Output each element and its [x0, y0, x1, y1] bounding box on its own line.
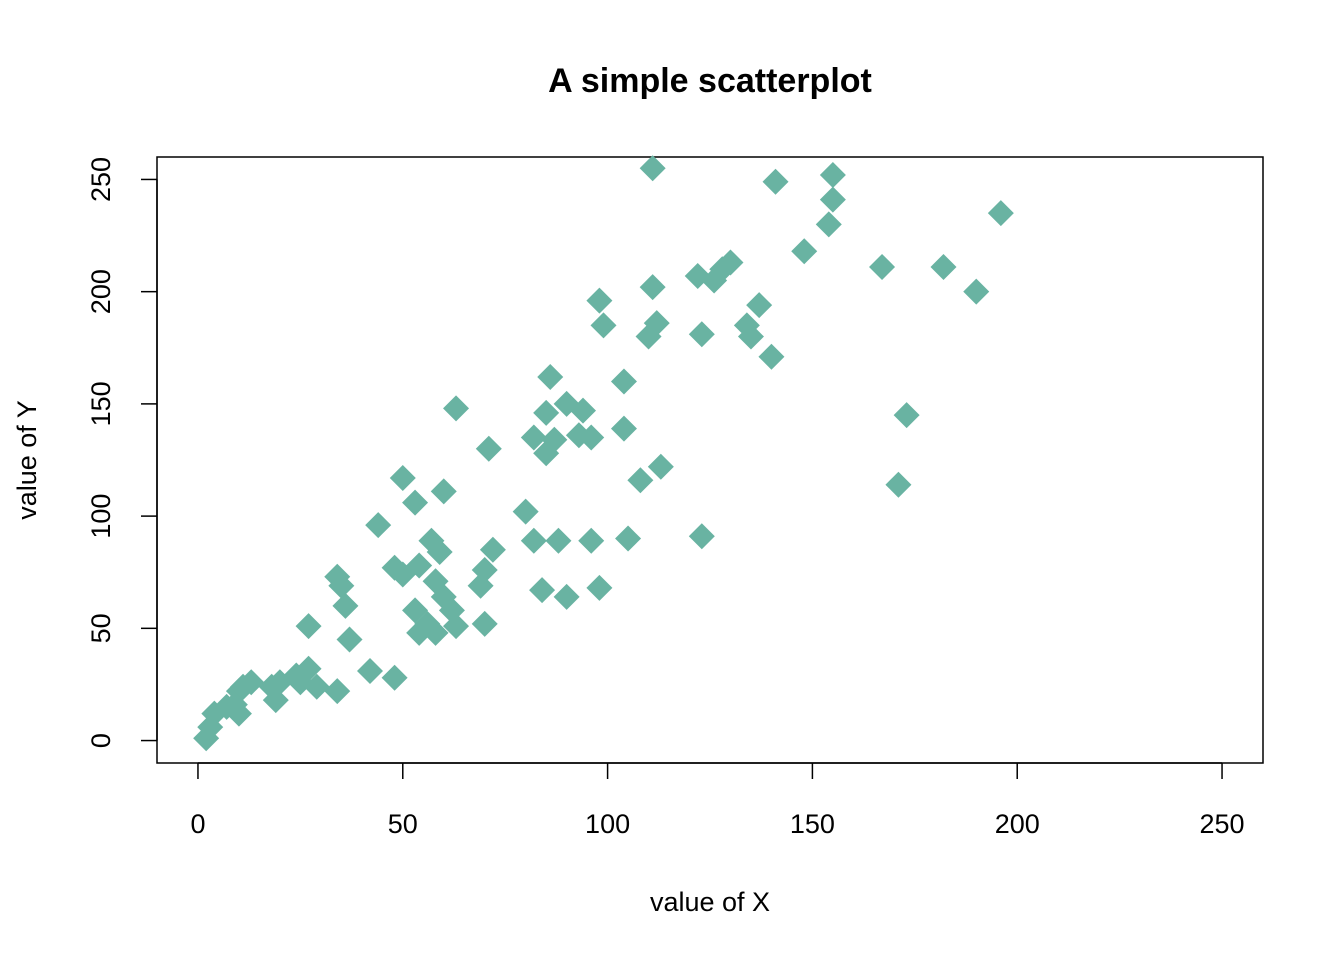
point	[471, 610, 498, 637]
point	[328, 572, 355, 599]
point	[819, 186, 846, 213]
point	[303, 673, 330, 700]
point	[336, 626, 363, 653]
y-tick-label: 200	[86, 269, 116, 314]
point	[402, 489, 429, 516]
point	[688, 321, 715, 348]
point	[324, 678, 351, 705]
point	[365, 512, 392, 539]
point	[357, 657, 384, 684]
point	[746, 292, 773, 319]
chart-title: A simple scatterplot	[548, 62, 872, 100]
point	[443, 395, 470, 422]
x-tick-label: 200	[995, 809, 1040, 839]
point	[426, 539, 453, 566]
y-tick-label: 0	[86, 733, 116, 748]
x-tick-label: 0	[190, 809, 205, 839]
point	[987, 200, 1014, 227]
point	[578, 527, 605, 554]
y-tick-label: 250	[86, 157, 116, 202]
point	[791, 238, 818, 265]
y-tick-label: 50	[86, 613, 116, 643]
point	[225, 700, 252, 727]
point	[639, 274, 666, 301]
point	[295, 613, 322, 640]
point	[762, 168, 789, 195]
point	[570, 397, 597, 424]
point	[647, 453, 674, 480]
point	[688, 523, 715, 550]
point	[819, 161, 846, 188]
point	[537, 363, 564, 390]
point	[885, 471, 912, 498]
point	[533, 399, 560, 426]
point	[381, 664, 408, 691]
point	[332, 592, 359, 619]
point	[635, 323, 662, 350]
point	[520, 527, 547, 554]
point	[406, 552, 433, 579]
point	[930, 253, 957, 280]
point	[639, 155, 666, 182]
y-tick-label: 150	[86, 381, 116, 426]
point	[529, 577, 556, 604]
point	[471, 556, 498, 583]
x-tick-label: 100	[585, 809, 630, 839]
point	[615, 525, 642, 552]
point	[553, 583, 580, 610]
x-tick-label: 50	[388, 809, 418, 839]
point	[610, 368, 637, 395]
point	[262, 687, 289, 714]
point	[610, 415, 637, 442]
point	[737, 323, 764, 350]
point	[545, 527, 572, 554]
point	[389, 464, 416, 491]
point	[430, 478, 457, 505]
point	[422, 619, 449, 646]
point	[815, 211, 842, 238]
point	[238, 669, 265, 696]
point	[586, 574, 613, 601]
point	[541, 426, 568, 453]
point	[758, 343, 785, 370]
point	[295, 655, 322, 682]
point	[443, 613, 470, 640]
x-axis-label: value of X	[650, 887, 770, 917]
point	[893, 402, 920, 429]
point	[590, 312, 617, 339]
point	[963, 278, 990, 305]
x-tick-label: 150	[790, 809, 835, 839]
point	[520, 424, 547, 451]
point	[578, 424, 605, 451]
point	[586, 287, 613, 314]
point	[512, 498, 539, 525]
y-tick-label: 100	[86, 494, 116, 539]
x-tick-label: 250	[1200, 809, 1245, 839]
point	[717, 249, 744, 276]
point	[627, 467, 654, 494]
y-axis-label: value of Y	[12, 400, 42, 520]
point	[475, 435, 502, 462]
point	[479, 536, 506, 563]
point	[869, 253, 896, 280]
